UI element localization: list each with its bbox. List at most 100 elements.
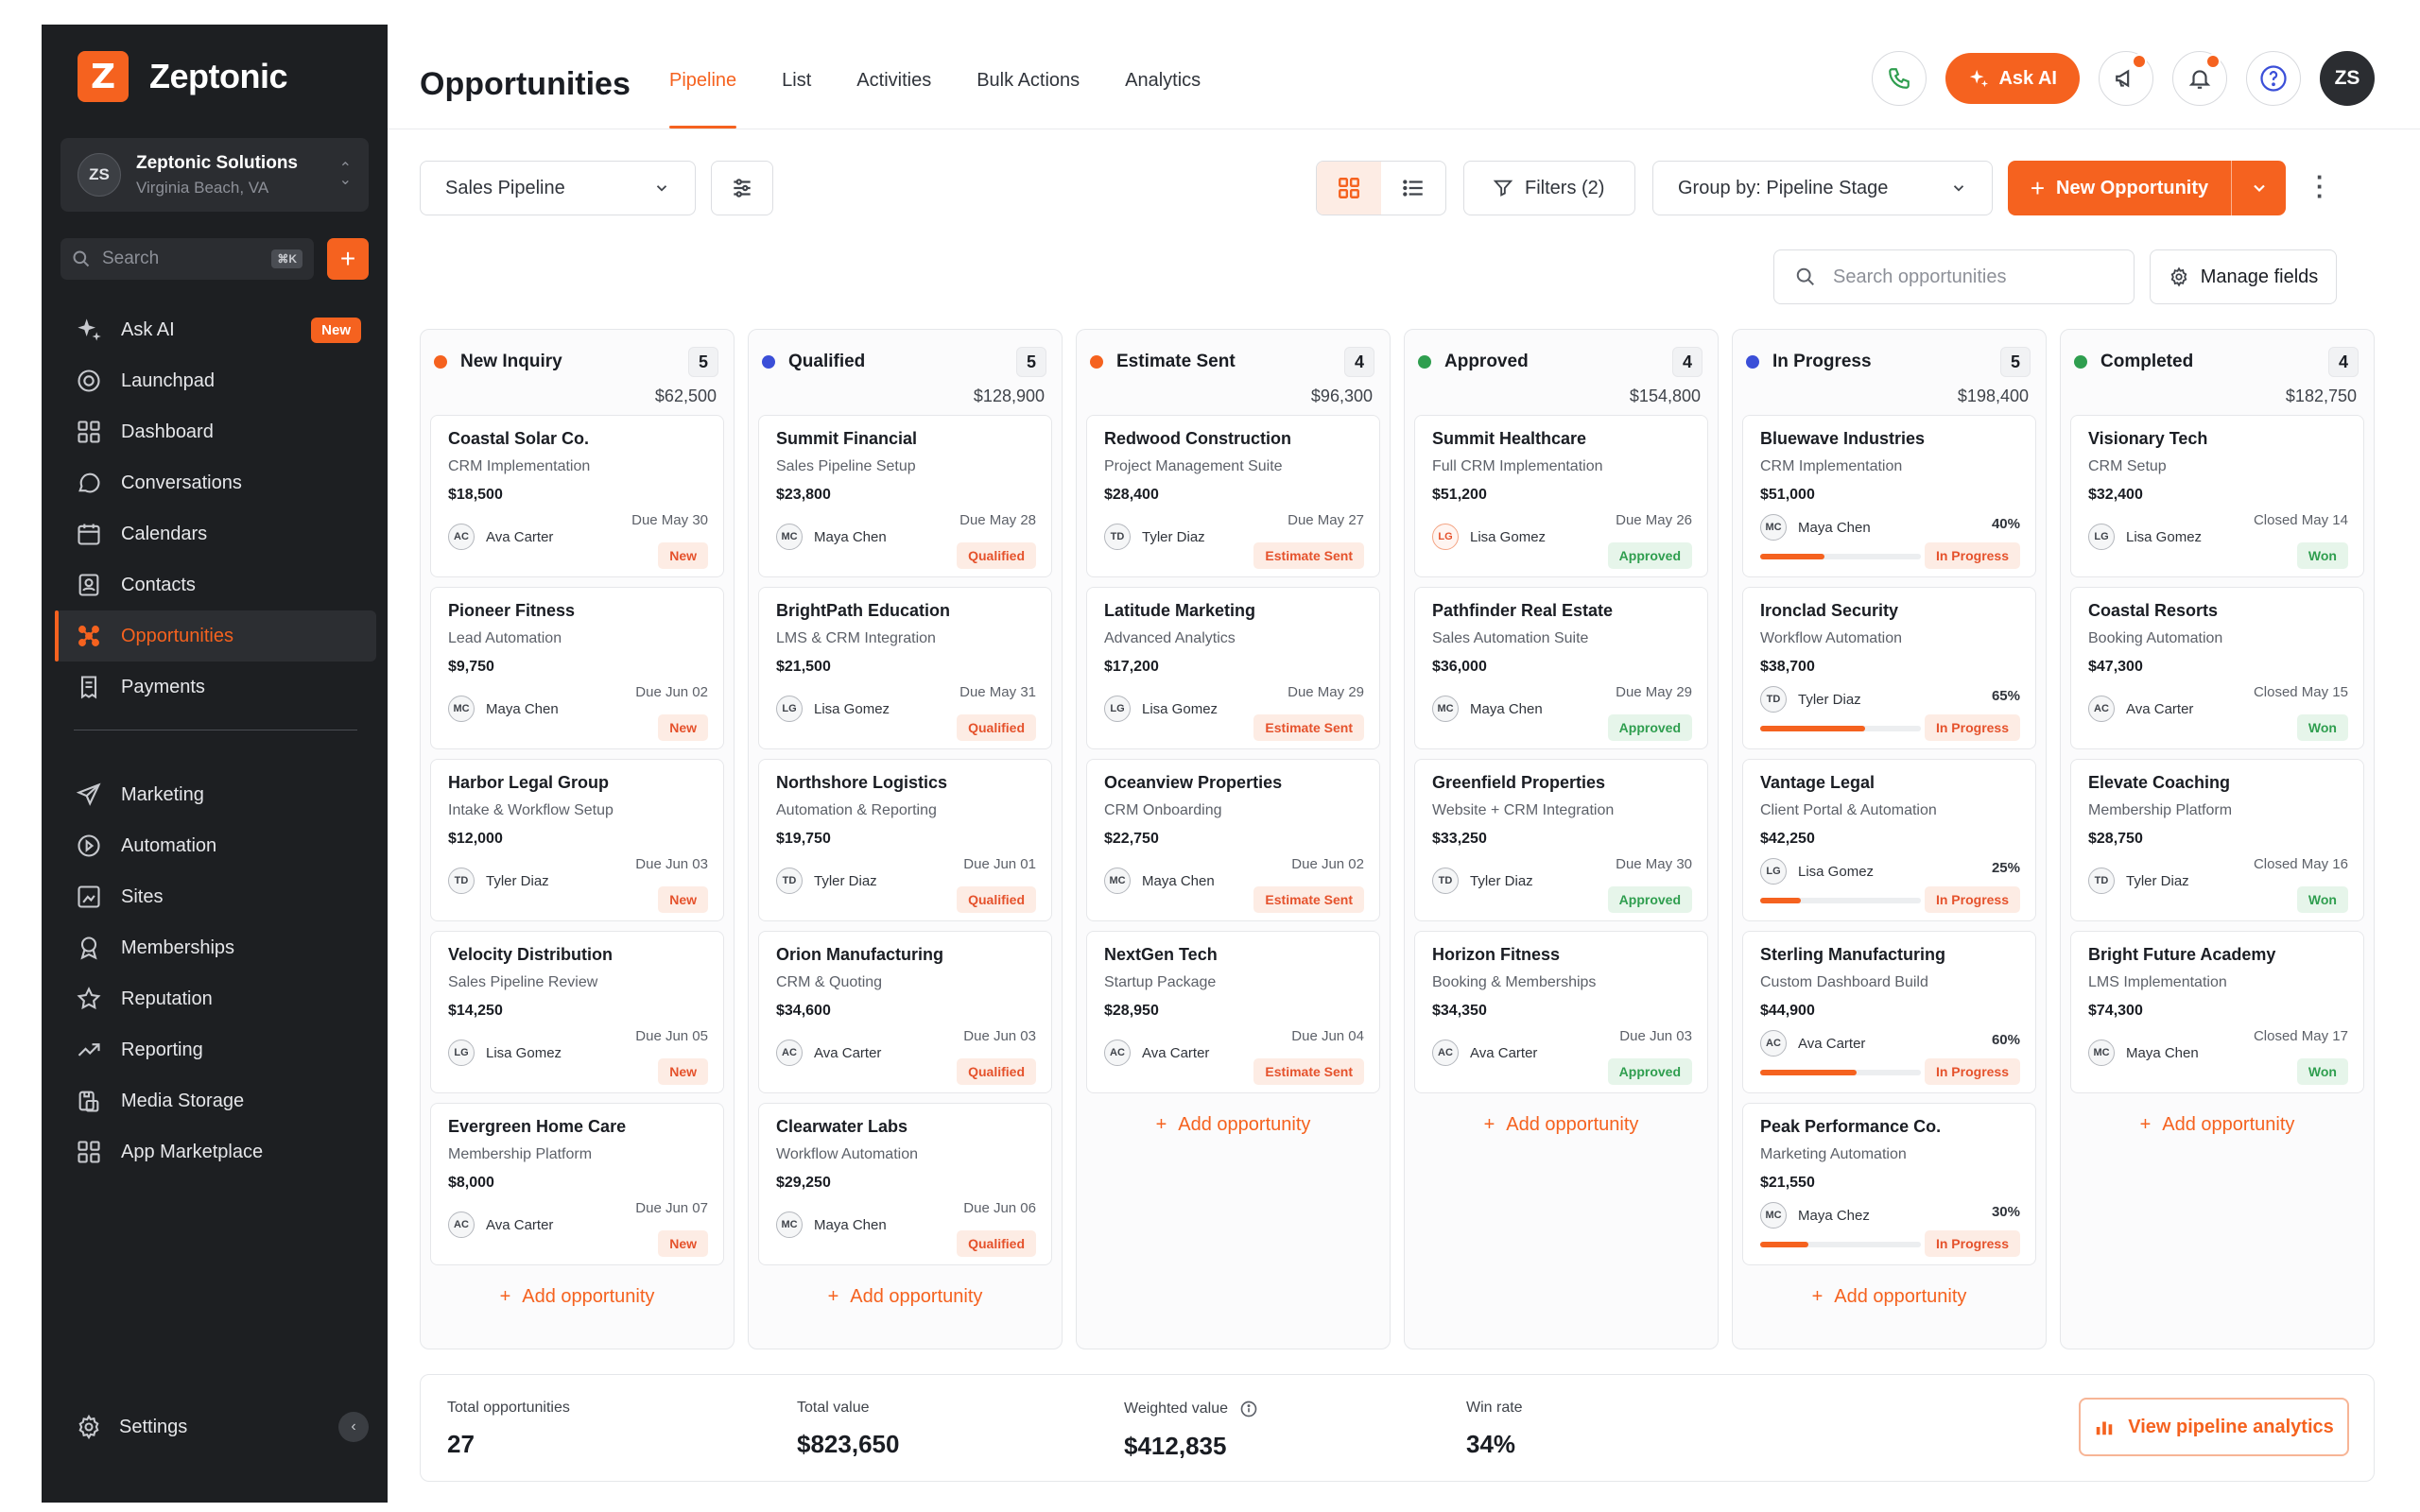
group-by-select[interactable]: Group by: Pipeline Stage — [1652, 161, 1993, 215]
opportunity-owner: AC Ava Carter — [1760, 1030, 1865, 1057]
more-options-icon[interactable]: · · · — [2316, 163, 2325, 210]
sidebar-item-opportunities[interactable]: Opportunities — [55, 610, 376, 662]
collapse-sidebar-button[interactable]: ‹ — [338, 1412, 369, 1442]
tab-activities[interactable]: Activities — [856, 69, 932, 91]
opportunity-card[interactable]: Oceanview Properties CRM Onboarding $22,75… — [1086, 759, 1380, 921]
status-badge: Qualified — [957, 1230, 1036, 1257]
opportunity-card[interactable]: Latitude Marketing Advanced Analytics $17,… — [1086, 587, 1380, 749]
tab-pipeline[interactable]: Pipeline — [669, 25, 737, 129]
brand-logo[interactable]: Z Zeptonic — [78, 51, 288, 102]
view-pipeline-analytics-button[interactable]: View pipeline analytics — [2079, 1398, 2349, 1456]
add-opportunity-button[interactable]: + Add opportunity — [1414, 1103, 1708, 1146]
filters-button[interactable]: Filters (2) — [1463, 161, 1635, 215]
add-opportunity-button[interactable]: + Add opportunity — [1742, 1275, 2036, 1318]
sidebar-item-payments[interactable]: Payments — [55, 662, 376, 713]
sidebar-item-memberships[interactable]: Memberships — [55, 922, 376, 973]
notifications-button[interactable] — [2172, 51, 2227, 106]
opportunity-card[interactable]: Sterling Manufacturing Custom Dashboard B… — [1742, 931, 2036, 1093]
opportunity-owner: LG Lisa Gomez — [1760, 858, 1874, 885]
add-opportunity-button[interactable]: + Add opportunity — [1086, 1103, 1380, 1146]
sidebar-item-automation[interactable]: Automation — [55, 820, 376, 871]
sidebar-item-label: Launchpad — [121, 369, 215, 391]
opportunity-due-date: Due May 27 — [1288, 512, 1364, 528]
opportunity-card[interactable]: Redwood Construction Project Management S… — [1086, 415, 1380, 577]
quick-add-button[interactable]: + — [327, 238, 369, 280]
help-button[interactable] — [2246, 51, 2301, 106]
stage-header: Estimate Sent 4 — [1086, 330, 1380, 377]
sidebar-item-dashboard[interactable]: Dashboard — [55, 406, 376, 457]
opportunity-card[interactable]: Harbor Legal Group Intake & Workflow Setu… — [430, 759, 724, 921]
add-opportunity-button[interactable]: + Add opportunity — [2070, 1103, 2364, 1146]
opportunity-card[interactable]: BrightPath Education LMS & CRM Integratio… — [758, 587, 1052, 749]
opportunity-card[interactable]: Visionary Tech CRM Setup $32,400 LG Lisa Gom… — [2070, 415, 2364, 577]
opportunity-card[interactable]: Bluewave Industries CRM Implementation $51… — [1742, 415, 2036, 577]
sidebar-item-app-marketplace[interactable]: App Marketplace — [55, 1126, 376, 1177]
pipeline-select[interactable]: Sales Pipeline — [420, 161, 696, 215]
announcements-button[interactable] — [2099, 51, 2153, 106]
opportunity-card[interactable]: Horizon Fitness Booking & Memberships $34,… — [1414, 931, 1708, 1093]
sidebar-search-input[interactable]: Search ⌘K — [60, 238, 314, 280]
opportunity-card[interactable]: Pioneer Fitness Lead Automation $9,750 MC Ma… — [430, 587, 724, 749]
ask-ai-button[interactable]: Ask AI — [1945, 53, 2080, 104]
sidebar-item-contacts[interactable]: Contacts — [55, 559, 376, 610]
opportunity-due-date: Due Jun 03 — [1619, 1028, 1692, 1044]
list-view-button[interactable] — [1381, 162, 1445, 215]
tab-bulk-actions[interactable]: Bulk Actions — [977, 69, 1080, 91]
opportunity-card[interactable]: Northshore Logistics Automation & Reporti… — [758, 759, 1052, 921]
opportunity-card[interactable]: Vantage Legal Client Portal & Automation $… — [1742, 759, 2036, 921]
contacts-icon — [78, 574, 99, 596]
opportunity-due-date: Closed May 16 — [2253, 856, 2348, 872]
add-opportunity-button[interactable]: + Add opportunity — [430, 1275, 724, 1318]
sidebar-item-sites[interactable]: Sites — [55, 871, 376, 922]
sidebar-item-launchpad[interactable]: Launchpad — [55, 355, 376, 406]
opportunity-card[interactable]: NextGen Tech Startup Package $28,950 AC Ava … — [1086, 931, 1380, 1093]
sidebar-item-reporting[interactable]: Reporting — [55, 1024, 376, 1075]
account-switcher[interactable]: ZS Zeptonic Solutions Virginia Beach, VA… — [60, 138, 369, 212]
user-avatar[interactable]: ZS — [2320, 51, 2375, 106]
pipeline-settings-button[interactable] — [711, 161, 773, 215]
opportunity-card[interactable]: Summit Healthcare Full CRM Implementation… — [1414, 415, 1708, 577]
opportunity-card[interactable]: Velocity Distribution Sales Pipeline Revi… — [430, 931, 724, 1093]
opportunity-card[interactable]: Bright Future Academy LMS Implementation $… — [2070, 931, 2364, 1093]
opportunity-card[interactable]: Coastal Resorts Booking Automation $47,300… — [2070, 587, 2364, 749]
sidebar-item-calendars[interactable]: Calendars — [55, 508, 376, 559]
opportunity-card[interactable]: Greenfield Properties Website + CRM Integ… — [1414, 759, 1708, 921]
sidebar-item-media-storage[interactable]: Media Storage — [55, 1075, 376, 1126]
tab-list[interactable]: List — [782, 69, 812, 91]
opportunity-card[interactable]: Orion Manufacturing CRM & Quoting $34,600 A… — [758, 931, 1052, 1093]
new-opportunity-main[interactable]: + New Opportunity — [2008, 161, 2231, 215]
opportunity-description: CRM Setup — [2088, 458, 2167, 474]
opportunity-card[interactable]: Ironclad Security Workflow Automation $38,… — [1742, 587, 2036, 749]
sparkle-icon — [78, 318, 101, 341]
brand-logo-mark: Z — [78, 51, 129, 102]
tab-analytics[interactable]: Analytics — [1125, 69, 1201, 91]
opportunity-owner: MC Maya Chen — [1760, 514, 1871, 541]
opportunity-card[interactable]: Evergreen Home Care Membership Platform $8… — [430, 1103, 724, 1265]
owner-avatar: TD — [2088, 868, 2115, 894]
new-opportunity-button[interactable]: + New Opportunity — [2008, 161, 2286, 215]
opportunity-card[interactable]: Elevate Coaching Membership Platform $28,7… — [2070, 759, 2364, 921]
sidebar-item-conversations[interactable]: Conversations — [55, 457, 376, 508]
manage-fields-button[interactable]: Manage fields — [2150, 249, 2337, 304]
opportunity-card[interactable]: Coastal Solar Co. CRM Implementation $18,5… — [430, 415, 724, 577]
progress-percent: 30% — [1991, 1204, 2020, 1220]
opportunity-description: Client Portal & Automation — [1760, 802, 1937, 818]
phone-button[interactable] — [1872, 51, 1927, 106]
opportunity-card[interactable]: Clearwater Labs Workflow Automation $29,25… — [758, 1103, 1052, 1265]
info-icon[interactable] — [1239, 1400, 1258, 1418]
search-opportunities-input[interactable]: Search opportunities — [1773, 249, 2135, 304]
weighted-value-label-row: Weighted value — [1124, 1400, 1258, 1418]
opportunity-card[interactable]: Summit Financial Sales Pipeline Setup $23,… — [758, 415, 1052, 577]
sidebar-item-marketing[interactable]: Marketing — [55, 769, 376, 820]
opportunity-card[interactable]: Peak Performance Co. Marketing Automation… — [1742, 1103, 2036, 1265]
board-view-button[interactable] — [1317, 162, 1381, 215]
add-opportunity-button[interactable]: + Add opportunity — [758, 1275, 1052, 1318]
opportunity-amount: $18,500 — [448, 487, 503, 503]
opportunity-card[interactable]: Pathfinder Real Estate Sales Automation S… — [1414, 587, 1708, 749]
group-by-value: Group by: Pipeline Stage — [1678, 177, 1889, 198]
stage-name: New Inquiry — [460, 352, 562, 371]
settings-link[interactable]: Settings ‹ — [76, 1412, 369, 1442]
new-opportunity-dropdown[interactable] — [2231, 161, 2286, 215]
sidebar-item-ask-ai[interactable]: Ask AI New — [55, 304, 376, 355]
sidebar-item-reputation[interactable]: Reputation — [55, 973, 376, 1024]
